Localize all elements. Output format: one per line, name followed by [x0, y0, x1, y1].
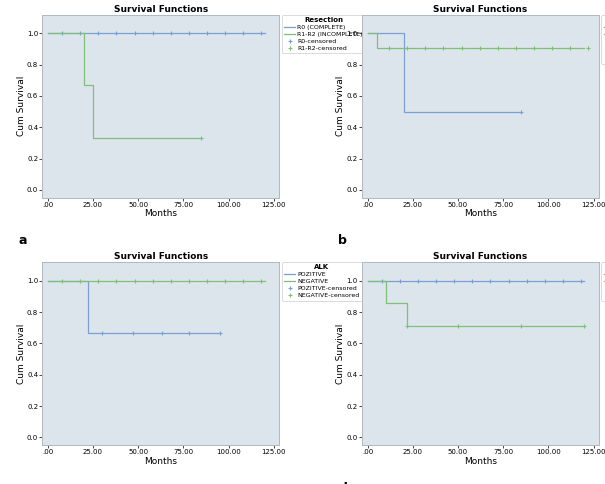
Single thoracotomy — [373, 45, 380, 50]
Y-axis label: Cum Survival: Cum Survival — [336, 323, 345, 384]
Legend: POZITIVE, NEGATIVE, POZITIVE-censored, NEGATIVE-censored: POZITIVE, NEGATIVE, POZITIVE-censored, N… — [281, 262, 362, 301]
POZITIVE — [84, 330, 91, 336]
>3 cm — [404, 300, 411, 306]
X-axis label: Months: Months — [464, 210, 497, 218]
POZITIVE — [84, 278, 91, 284]
Y-axis label: Cum Survival: Cum Survival — [336, 76, 345, 136]
R1-R2 (INCOMPLETE) — [90, 83, 97, 89]
Legend: R0 (COMPLETE), R1-R2 (INCOMPLETE), R0-censored, R1-R2-censored: R0 (COMPLETE), R1-R2 (INCOMPLETE), R0-ce… — [281, 15, 365, 53]
Line: R1-R2 (INCOMPLETE): R1-R2 (INCOMPLETE) — [48, 33, 201, 138]
Text: d: d — [338, 482, 347, 484]
Line: >3 cm: >3 cm — [367, 281, 584, 326]
Title: Survival Functions: Survival Functions — [114, 5, 208, 14]
Multiply thoracotomy — [400, 30, 407, 36]
POZITIVE — [216, 330, 223, 336]
R1-R2 (INCOMPLETE) — [90, 135, 97, 141]
POZITIVE — [44, 278, 51, 284]
>3 cm — [382, 278, 389, 284]
Y-axis label: Cum Survival: Cum Survival — [16, 323, 25, 384]
Single thoracotomy — [373, 30, 380, 36]
R1-R2 (INCOMPLETE) — [44, 30, 51, 36]
R1-R2 (INCOMPLETE) — [80, 30, 88, 36]
>3 cm — [404, 323, 411, 329]
X-axis label: Months: Months — [144, 210, 177, 218]
X-axis label: Months: Months — [144, 457, 177, 466]
Multiply thoracotomy — [517, 109, 525, 115]
Single thoracotomy — [581, 45, 588, 50]
Text: c: c — [19, 482, 26, 484]
Multiply thoracotomy — [400, 109, 407, 115]
Title: Survival Functions: Survival Functions — [433, 252, 528, 261]
Y-axis label: Cum Survival: Cum Survival — [16, 76, 25, 136]
R1-R2 (INCOMPLETE) — [80, 83, 88, 89]
Legend: Multiply thoracotomy, Single thoracotomy, Multiply thoracotomy-
censored, Single: Multiply thoracotomy, Single thoracotomy… — [601, 15, 605, 64]
Multiply thoracotomy — [364, 30, 371, 36]
R1-R2 (INCOMPLETE) — [198, 135, 205, 141]
>3 cm — [364, 278, 371, 284]
Text: a: a — [19, 234, 27, 247]
Legend: <=3 cm, >3 cm, <3 cm-censored, >3cm -censored: <=3 cm, >3 cm, <3 cm-censored, >3cm -cen… — [601, 262, 605, 301]
Title: Survival Functions: Survival Functions — [114, 252, 208, 261]
Line: POZITIVE: POZITIVE — [48, 281, 220, 333]
X-axis label: Months: Months — [464, 457, 497, 466]
>3 cm — [382, 300, 389, 306]
Title: Survival Functions: Survival Functions — [433, 5, 528, 14]
Text: b: b — [338, 234, 347, 247]
Line: Multiply thoracotomy: Multiply thoracotomy — [367, 33, 521, 112]
>3 cm — [581, 323, 588, 329]
Single thoracotomy — [364, 30, 371, 36]
Line: Single thoracotomy: Single thoracotomy — [367, 33, 584, 47]
